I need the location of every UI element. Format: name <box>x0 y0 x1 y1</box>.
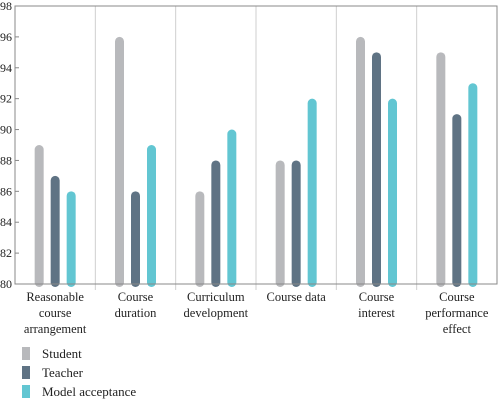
y-tick-label: 84 <box>0 215 12 229</box>
x-category-label: Curriculum development <box>184 290 249 320</box>
x-category-label: Reasonable course arrangement <box>24 290 87 336</box>
bar <box>50 175 60 287</box>
bar <box>436 52 446 288</box>
x-axis: Reasonable course arrangement Course duratio… <box>24 290 489 336</box>
y-axis: 80 82 84 86 88 90 92 94 96 98 <box>0 0 19 291</box>
bar <box>131 191 140 287</box>
y-tick-label: 86 <box>0 184 12 198</box>
bar <box>468 83 478 287</box>
legend-label: Student <box>42 345 82 361</box>
bar <box>452 114 462 287</box>
bars-layer <box>34 36 478 288</box>
bar <box>211 160 221 287</box>
legend: Student Teacher Model acceptance <box>22 344 136 401</box>
x-category-label: Course interest <box>358 290 395 320</box>
legend-item: Teacher <box>22 363 136 382</box>
x-category-label: Course data <box>266 290 326 304</box>
y-tick-label: 96 <box>0 30 12 44</box>
x-category-label: Course duration <box>115 290 157 320</box>
bar <box>307 98 317 288</box>
legend-label: Model acceptance <box>42 383 137 399</box>
bar <box>372 52 381 288</box>
y-tick-label: 94 <box>0 61 12 75</box>
plot-frame <box>14 5 498 285</box>
bar <box>227 129 237 287</box>
y-tick-label: 92 <box>0 92 12 106</box>
y-tick-label: 98 <box>0 0 12 13</box>
bar <box>115 36 124 288</box>
legend-label: Teacher <box>42 364 83 380</box>
bar <box>291 160 301 287</box>
bar <box>275 160 285 287</box>
legend-item: Model acceptance <box>22 382 136 401</box>
y-tick-label: 90 <box>0 123 12 137</box>
bar <box>34 145 44 287</box>
y-tick-label: 80 <box>0 277 12 291</box>
legend-swatch <box>22 347 30 360</box>
bar <box>66 191 76 287</box>
bar <box>356 36 365 288</box>
legend-swatch <box>22 385 30 398</box>
x-category-label: Course performance effect <box>425 290 489 336</box>
y-tick-label: 82 <box>0 246 12 260</box>
bar <box>388 98 397 288</box>
grid-layer <box>94 6 418 290</box>
bar <box>195 191 205 287</box>
legend-item: Student <box>22 344 136 363</box>
legend-swatch <box>22 366 30 379</box>
bar <box>147 145 156 287</box>
y-tick-label: 88 <box>0 153 12 167</box>
